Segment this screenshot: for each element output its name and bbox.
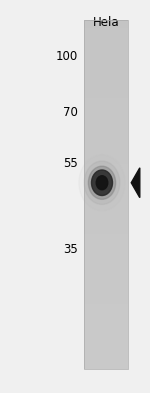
- Bar: [84, 164, 128, 168]
- Bar: [84, 155, 128, 160]
- Bar: [84, 312, 128, 317]
- Bar: [84, 63, 128, 68]
- Bar: [84, 352, 128, 356]
- Bar: [84, 326, 128, 330]
- Bar: [84, 107, 128, 112]
- Bar: [84, 252, 128, 256]
- Bar: [84, 317, 128, 321]
- Bar: [84, 37, 128, 42]
- Bar: [84, 120, 128, 125]
- Bar: [84, 50, 128, 55]
- Bar: [84, 217, 128, 221]
- Bar: [84, 116, 128, 120]
- Bar: [84, 103, 128, 107]
- Bar: [84, 299, 128, 304]
- Bar: [84, 151, 128, 155]
- Bar: [84, 55, 128, 59]
- Text: Hela: Hela: [92, 16, 119, 29]
- Bar: [84, 177, 128, 182]
- Bar: [84, 160, 128, 164]
- Bar: [84, 168, 128, 173]
- Bar: [84, 28, 128, 33]
- Bar: [84, 234, 128, 238]
- Ellipse shape: [92, 170, 112, 195]
- Bar: [84, 269, 128, 273]
- Bar: [84, 98, 128, 103]
- Bar: [84, 186, 128, 190]
- Bar: [84, 343, 128, 347]
- Ellipse shape: [96, 176, 108, 190]
- Bar: [84, 199, 128, 203]
- Bar: [84, 42, 128, 46]
- Bar: [84, 242, 128, 247]
- Bar: [84, 330, 128, 334]
- Bar: [84, 304, 128, 308]
- Ellipse shape: [84, 161, 120, 204]
- Ellipse shape: [79, 154, 125, 211]
- Bar: [84, 90, 128, 94]
- Bar: [84, 173, 128, 177]
- Bar: [84, 256, 128, 260]
- Bar: [84, 195, 128, 199]
- Bar: [84, 77, 128, 81]
- Bar: [84, 208, 128, 212]
- Bar: [84, 339, 128, 343]
- Bar: [84, 72, 128, 77]
- Bar: [84, 112, 128, 116]
- Bar: [84, 225, 128, 230]
- Bar: [84, 308, 128, 312]
- Bar: [84, 273, 128, 277]
- Bar: [84, 133, 128, 138]
- Bar: [84, 295, 128, 299]
- Bar: [84, 365, 128, 369]
- Bar: [84, 361, 128, 365]
- Bar: [84, 356, 128, 361]
- Bar: [84, 138, 128, 142]
- Bar: [84, 33, 128, 37]
- Text: 100: 100: [56, 50, 78, 64]
- Bar: [84, 291, 128, 295]
- Bar: [84, 59, 128, 63]
- Bar: [84, 182, 128, 186]
- Bar: [84, 212, 128, 217]
- Text: 55: 55: [63, 156, 78, 170]
- Text: 35: 35: [63, 243, 78, 256]
- Bar: [84, 260, 128, 264]
- Bar: [84, 247, 128, 252]
- Bar: [84, 46, 128, 50]
- Bar: [84, 68, 128, 72]
- Bar: [84, 85, 128, 90]
- Bar: [84, 334, 128, 339]
- Bar: [84, 20, 128, 369]
- Bar: [84, 142, 128, 147]
- Bar: [84, 347, 128, 352]
- Bar: [84, 230, 128, 234]
- Bar: [84, 238, 128, 242]
- Bar: [84, 277, 128, 282]
- Bar: [84, 24, 128, 28]
- Bar: [84, 286, 128, 291]
- Bar: [84, 147, 128, 151]
- Bar: [84, 321, 128, 326]
- Bar: [84, 264, 128, 269]
- Ellipse shape: [88, 166, 116, 199]
- Bar: [84, 221, 128, 225]
- Bar: [84, 129, 128, 133]
- Bar: [84, 190, 128, 195]
- Bar: [84, 282, 128, 286]
- Polygon shape: [131, 168, 140, 198]
- Bar: [84, 20, 128, 24]
- Bar: [84, 81, 128, 85]
- Bar: [84, 203, 128, 208]
- Bar: [84, 125, 128, 129]
- Text: 70: 70: [63, 105, 78, 119]
- Bar: [84, 94, 128, 98]
